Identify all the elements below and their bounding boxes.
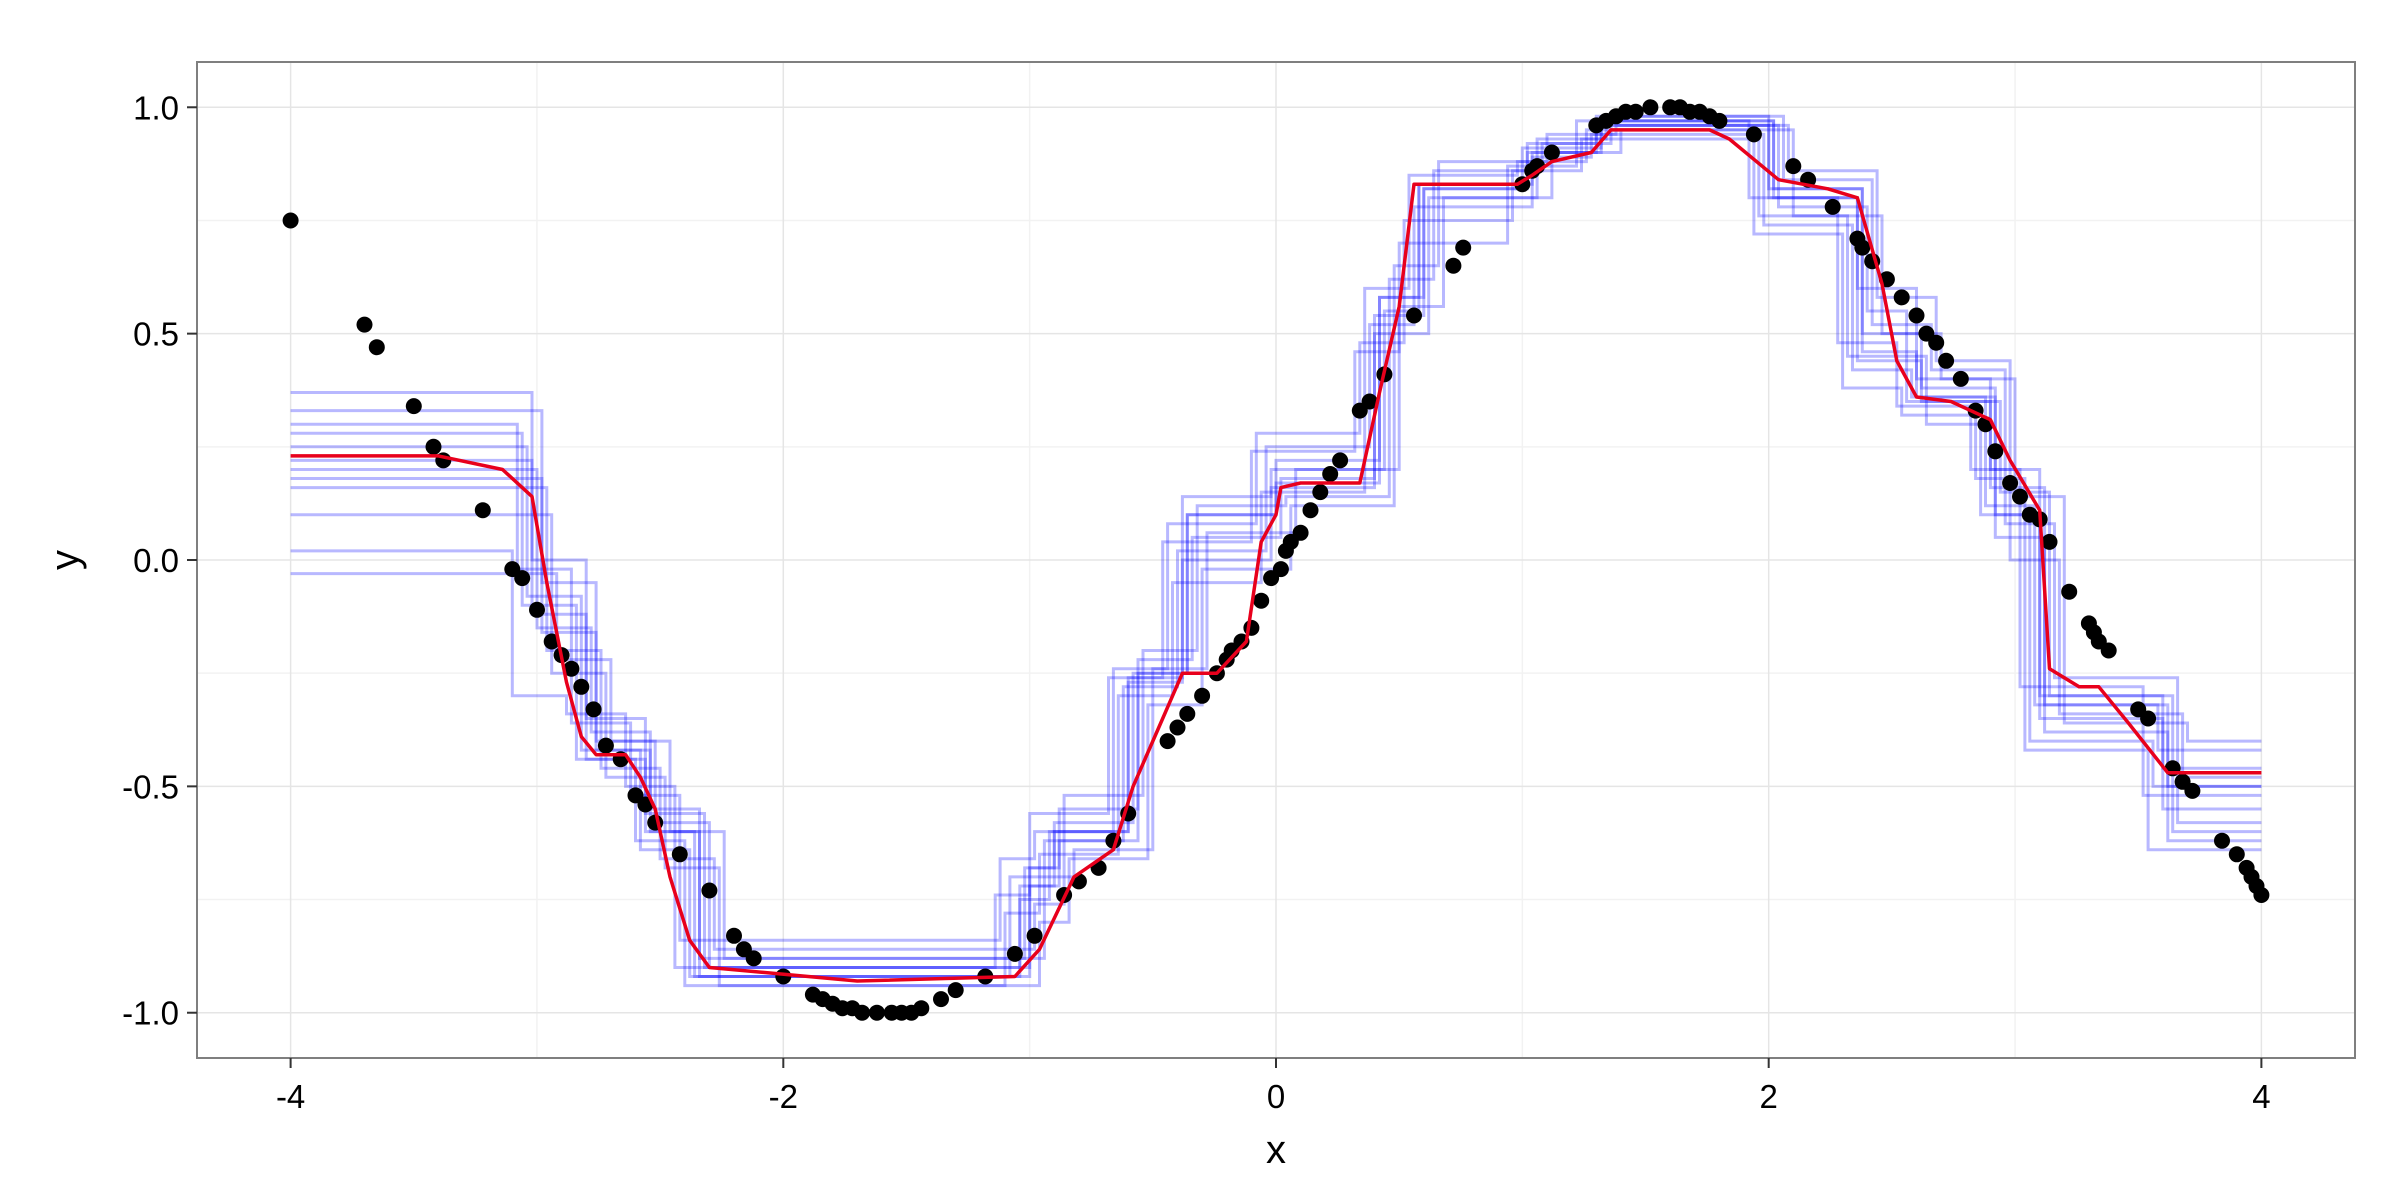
data-point (947, 982, 964, 999)
data-point (2100, 642, 2117, 659)
data-point (1159, 733, 1176, 750)
data-point (1026, 927, 1043, 944)
x-tick-label: 2 (1760, 1078, 1778, 1115)
data-point (1908, 307, 1925, 324)
data-point (1928, 334, 1945, 351)
data-point (1938, 352, 1955, 369)
data-point (1711, 112, 1728, 129)
data-point (529, 601, 545, 618)
data-point (1361, 393, 1378, 410)
y-tick-label: 0.0 (133, 542, 179, 579)
data-point (1006, 945, 1023, 962)
data-points (282, 99, 2270, 1021)
data-point (1406, 307, 1422, 324)
x-tick-label: -4 (276, 1078, 305, 1115)
data-point (543, 633, 560, 650)
data-point (1785, 158, 1802, 175)
data-point (1952, 370, 1969, 387)
x-tick-label: 0 (1267, 1078, 1285, 1115)
data-point (2184, 782, 2201, 799)
y-axis: -1.0 -0.5 0.0 0.5 1.0 (122, 89, 197, 1032)
data-point (425, 438, 442, 455)
y-axis-title: y (43, 550, 87, 570)
data-point (1745, 126, 1762, 143)
bootstrap-fit-line-8 (290, 123, 2262, 988)
data-point (2214, 832, 2230, 849)
y-tick-label: 0.5 (133, 316, 179, 353)
data-point (854, 1004, 871, 1021)
data-point (2140, 710, 2157, 727)
data-point (1824, 198, 1841, 215)
data-point (1169, 719, 1186, 736)
data-point (1445, 257, 1462, 274)
data-point (405, 398, 422, 415)
mean-fit-polyline (290, 128, 2262, 983)
data-point (1253, 592, 1270, 609)
data-point (1312, 484, 1329, 501)
data-point (2061, 583, 2078, 600)
bootstrap-fit-line-3 (290, 128, 2262, 988)
y-tick-label: -0.5 (122, 768, 179, 805)
data-point (2253, 887, 2270, 903)
bootstrap-fit-line-7 (290, 137, 2262, 942)
y-tick-label: 1.0 (133, 89, 179, 126)
data-point (2041, 533, 2058, 550)
data-point (2002, 475, 2019, 491)
y-tick-label: -1.0 (122, 995, 179, 1032)
data-point (356, 316, 373, 333)
data-point (1854, 239, 1871, 256)
data-point (701, 882, 718, 899)
data-point (1292, 524, 1309, 541)
mean-fit-line (290, 128, 2262, 983)
data-point (1243, 619, 1260, 636)
bootstrap-fit-line-6 (290, 114, 2262, 951)
data-point (1272, 561, 1289, 578)
data-point (933, 991, 949, 1008)
data-point (2012, 488, 2028, 505)
data-point (1455, 239, 1472, 256)
data-point (474, 502, 491, 519)
data-point (368, 339, 385, 356)
data-point (1543, 144, 1560, 161)
data-point (745, 950, 762, 967)
data-point (671, 846, 688, 863)
x-tick-label: 4 (2252, 1078, 2270, 1115)
data-point (868, 1004, 885, 1021)
data-point (726, 927, 742, 944)
data-point (597, 737, 614, 754)
data-point (1627, 103, 1644, 120)
data-point (1987, 443, 2004, 460)
data-point (913, 1000, 930, 1017)
x-axis: -4 -2 0 2 4 (276, 1058, 2271, 1115)
data-point (1322, 466, 1339, 482)
data-point (1893, 289, 1910, 306)
data-point (563, 660, 580, 677)
data-point (1642, 99, 1659, 116)
bootstrap-fit-line-10 (290, 128, 2262, 960)
x-axis-title: x (1266, 1128, 1286, 1172)
data-point (2228, 846, 2245, 863)
bootstrap-fit-line-9 (290, 119, 2262, 969)
data-point (514, 570, 531, 587)
data-point (1179, 705, 1196, 722)
data-point (1302, 502, 1319, 519)
data-point (1194, 687, 1211, 704)
data-point (282, 212, 299, 229)
data-point (1332, 452, 1349, 469)
data-point (573, 678, 590, 695)
x-tick-label: -2 (769, 1078, 798, 1115)
data-point (585, 701, 602, 718)
